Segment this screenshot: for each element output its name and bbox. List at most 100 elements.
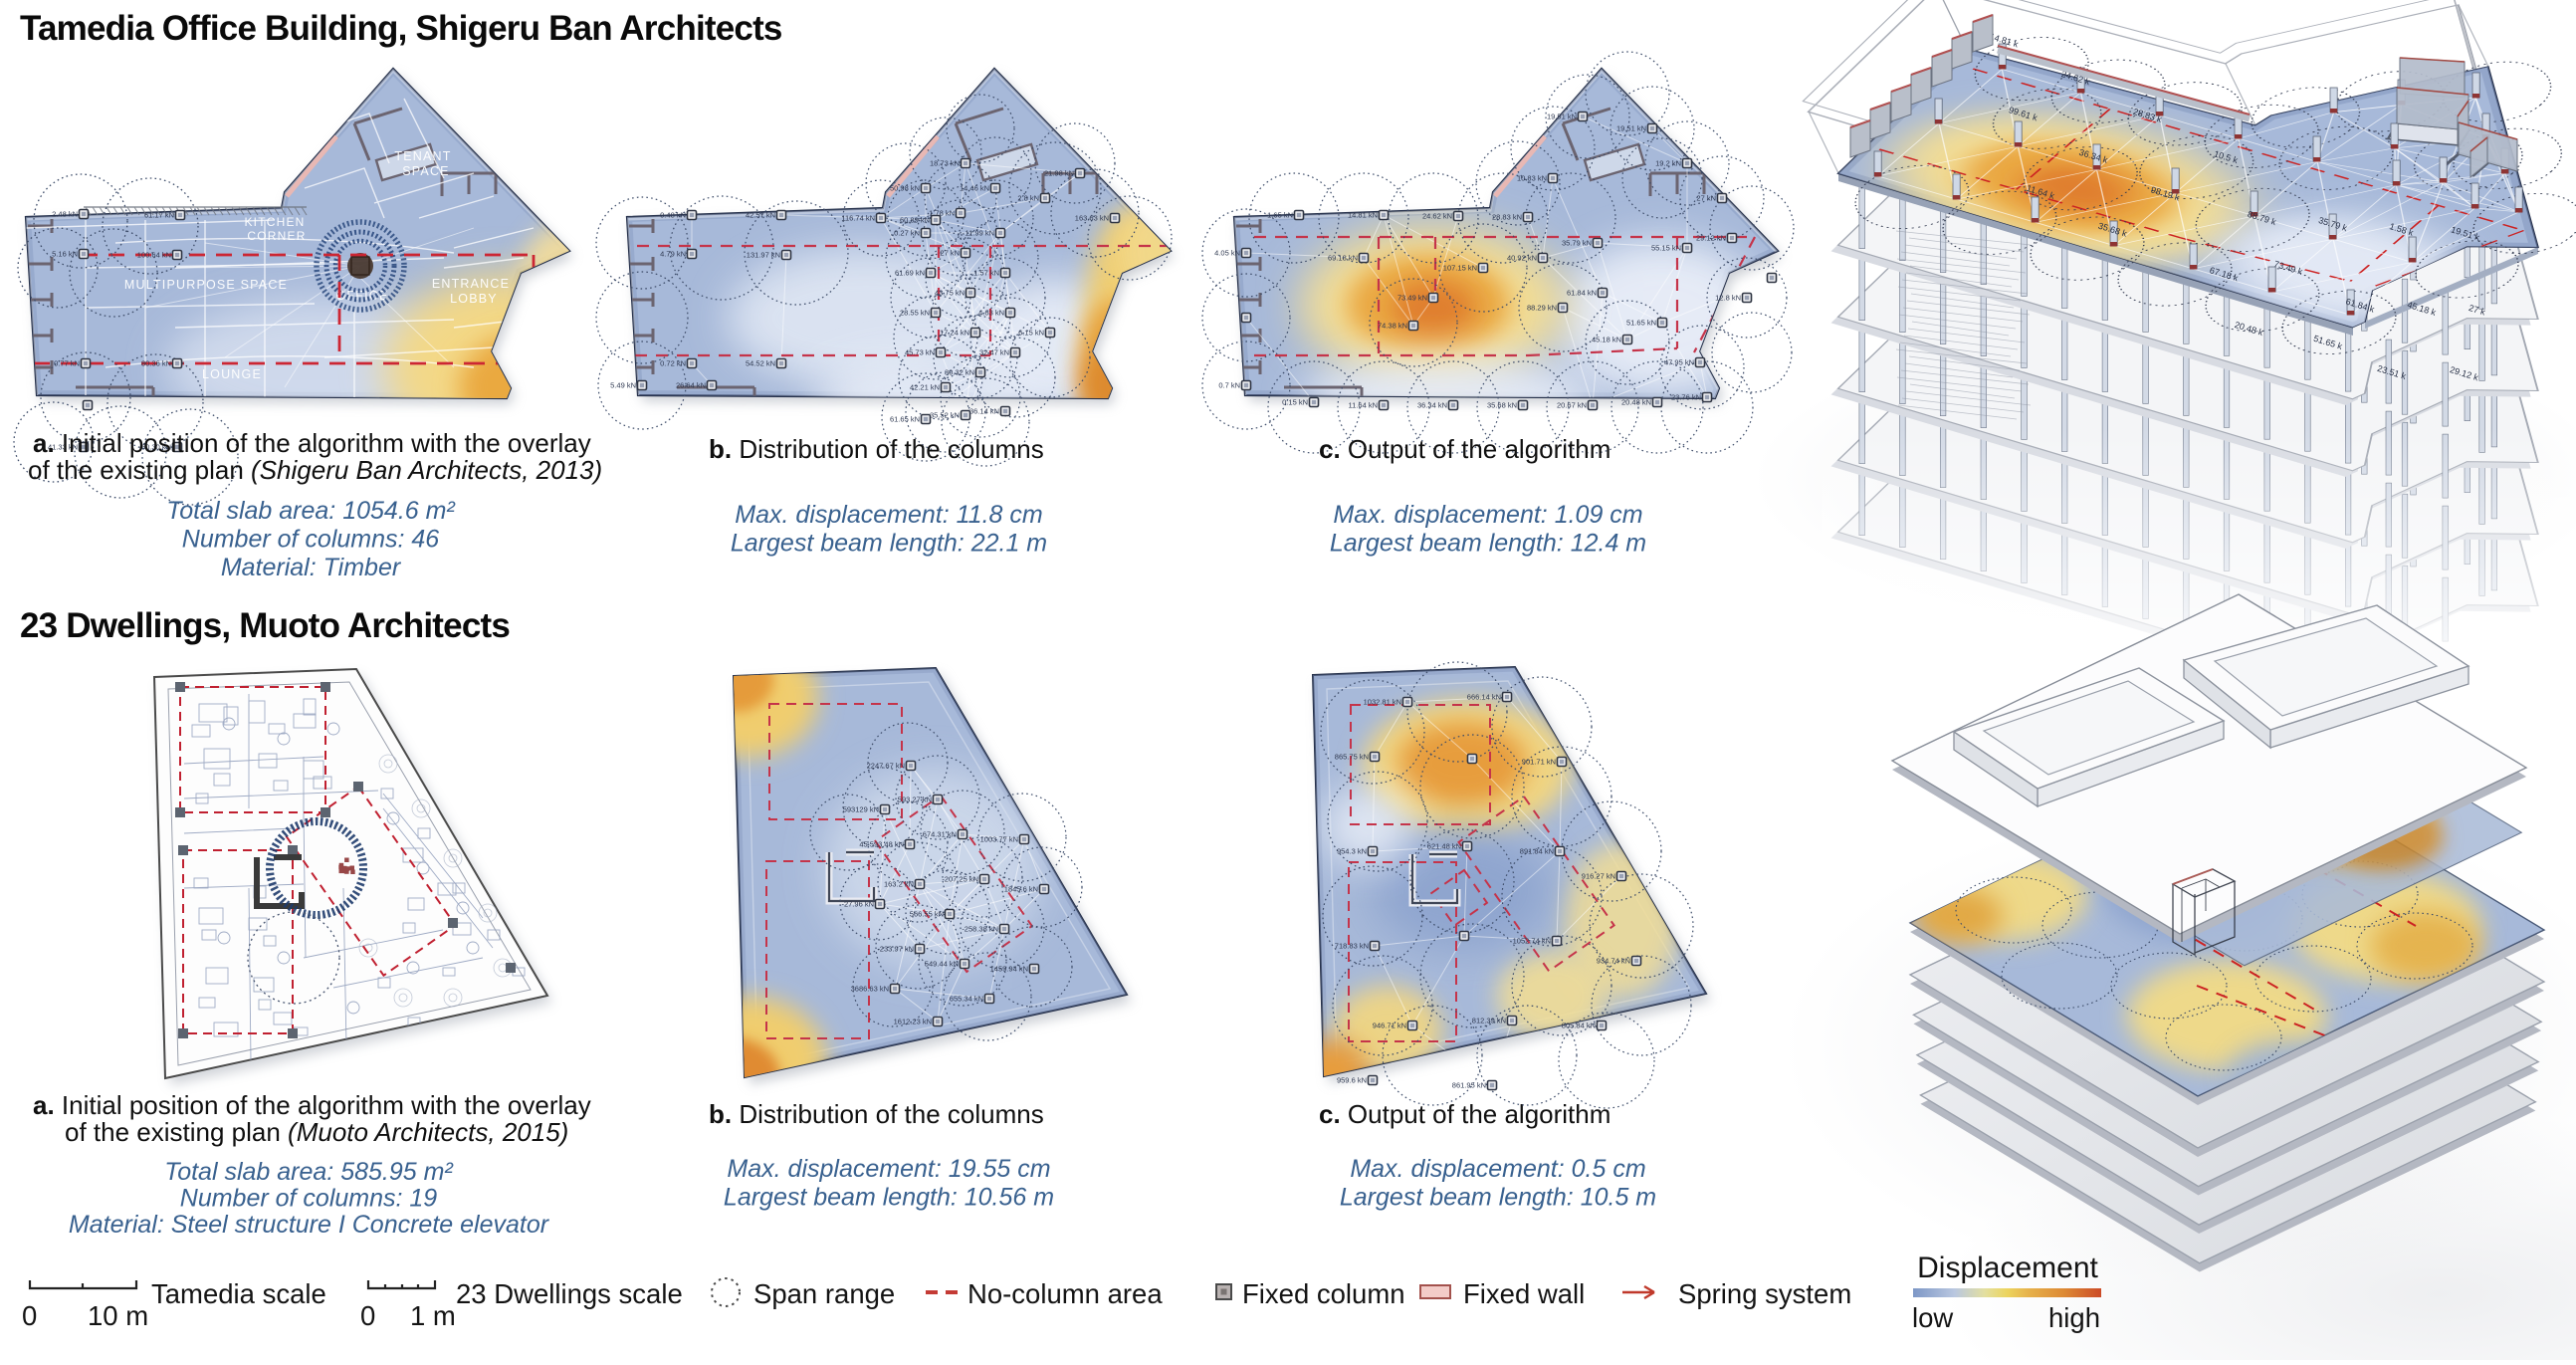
svg-text:35.68 kN: 35.68 kN — [1487, 401, 1517, 410]
svg-text:593.27 kN: 593.27 kN — [898, 796, 932, 804]
svg-text:Span range: Span range — [753, 1278, 895, 1309]
svg-text:20.48 kN: 20.48 kN — [1621, 398, 1651, 407]
svg-text:LOUNGE: LOUNGE — [202, 367, 262, 381]
svg-text:11.64 kN: 11.64 kN — [1349, 401, 1378, 410]
svg-text:1032.81 kN: 1032.81 kN — [1364, 698, 1401, 707]
svg-text:18.73 kN: 18.73 kN — [930, 159, 960, 168]
svg-text:MULTIPURPOSE SPACE: MULTIPURPOSE SPACE — [124, 278, 288, 292]
svg-text:36.34 kN: 36.34 kN — [1417, 401, 1447, 410]
svg-text:5.49 kN: 5.49 kN — [610, 381, 636, 390]
svg-text:19.2 kN: 19.2 kN — [1655, 159, 1681, 168]
svg-text:CORNER: CORNER — [247, 229, 306, 243]
svg-text:2247.67 kN: 2247.67 kN — [867, 762, 905, 771]
svg-text:131.97 kN: 131.97 kN — [747, 251, 780, 260]
svg-text:Tamedia scale: Tamedia scale — [151, 1278, 326, 1309]
svg-text:2.8 kN: 2.8 kN — [1017, 194, 1039, 203]
svg-text:14.46 kN: 14.46 kN — [960, 184, 989, 193]
svg-text:Displacement: Displacement — [1917, 1251, 2098, 1284]
svg-text:Largest beam length: 22.1 m: Largest beam length: 22.1 m — [731, 530, 1047, 558]
svg-text:27 k: 27 k — [2468, 303, 2487, 318]
svg-text:54.52 kN: 54.52 kN — [746, 359, 775, 368]
svg-text:4.79 kN: 4.79 kN — [660, 250, 686, 259]
svg-text:Total slab area: 1054.6 m²: Total slab area: 1054.6 m² — [166, 497, 456, 525]
svg-text:23 Dwellings, Muoto Architects: 23 Dwellings, Muoto Architects — [20, 606, 510, 645]
svg-text:61.17 kN: 61.17 kN — [144, 211, 174, 220]
svg-text:43.75 kN: 43.75 kN — [935, 289, 965, 298]
svg-text:b. Distribution of the columns: b. Distribution of the columns — [709, 1099, 1044, 1129]
svg-text:36.14 kN: 36.14 kN — [969, 407, 999, 416]
svg-text:718.83 kN: 718.83 kN — [1335, 942, 1369, 951]
svg-text:23 Dwellings scale: 23 Dwellings scale — [456, 1278, 683, 1309]
svg-text:45.73 kN: 45.73 kN — [905, 348, 935, 357]
svg-text:Max. displacement: 19.55 cm: Max. displacement: 19.55 cm — [727, 1155, 1050, 1183]
svg-text:Fixed column: Fixed column — [1242, 1278, 1405, 1309]
svg-text:73.49 kN: 73.49 kN — [1397, 294, 1427, 303]
svg-text:1.65 kN: 1.65 kN — [1267, 211, 1293, 220]
svg-text:51.65 kN: 51.65 kN — [1626, 319, 1656, 328]
svg-text:45.593.48 kN: 45.593.48 kN — [859, 840, 904, 849]
svg-text:19.51 kN: 19.51 kN — [1547, 113, 1577, 121]
svg-text:1003.77 kN: 1003.77 kN — [980, 835, 1018, 844]
svg-text:SPACE: SPACE — [402, 164, 449, 178]
svg-text:916.27 kN: 916.27 kN — [1582, 872, 1615, 881]
svg-text:Material: Timber: Material: Timber — [221, 554, 402, 581]
svg-text:14.81 kN: 14.81 kN — [1348, 211, 1378, 220]
svg-text:0.77 kN: 0.77 kN — [54, 359, 80, 368]
svg-text:35.52 kN: 35.52 kN — [930, 411, 960, 420]
svg-text:-233.97 kN: -233.97 kN — [877, 945, 914, 954]
svg-text:4.63 kN: 4.63 kN — [978, 309, 1004, 318]
svg-text:42.57 kN: 42.57 kN — [746, 211, 775, 220]
svg-text:61.69 kN: 61.69 kN — [895, 269, 925, 278]
svg-text:10 m: 10 m — [88, 1300, 148, 1331]
svg-text:Spring system: Spring system — [1678, 1278, 1851, 1309]
svg-text:24.62 kN: 24.62 kN — [1422, 212, 1452, 221]
svg-text:28.83 kN: 28.83 kN — [1492, 213, 1522, 222]
svg-text:-207.25 kN: -207.25 kN — [942, 875, 978, 884]
svg-text:5.16 kN: 5.16 kN — [52, 250, 78, 259]
svg-text:61.84 kN: 61.84 kN — [1567, 289, 1597, 298]
svg-text:1052.74 kN: 1052.74 kN — [1513, 937, 1551, 946]
svg-text:80.36 kN: 80.36 kN — [141, 359, 171, 368]
svg-text:549.44 kN: 549.44 kN — [925, 960, 959, 969]
svg-text:c. Output of the algorithm: c. Output of the algorithm — [1319, 1099, 1610, 1129]
svg-text:Max. displacement: 0.5 cm: Max. displacement: 0.5 cm — [1350, 1155, 1645, 1183]
svg-text:69.18 kN: 69.18 kN — [1328, 254, 1358, 263]
svg-text:30.32 kN: 30.32 kN — [945, 368, 974, 377]
svg-text:621.48 kN: 621.48 kN — [1427, 842, 1461, 851]
svg-text:3686.63 kN: 3686.63 kN — [851, 985, 889, 994]
svg-text:0.7 kN: 0.7 kN — [1218, 381, 1240, 390]
svg-text:593129 kN: 593129 kN — [843, 805, 879, 814]
svg-text:666.14 kN: 666.14 kN — [1467, 693, 1501, 702]
svg-text:KITCHEN: KITCHEN — [244, 215, 305, 229]
svg-text:805.84 kN: 805.84 kN — [1562, 1022, 1596, 1030]
svg-text:40.92 kN: 40.92 kN — [1507, 254, 1537, 263]
svg-text:959.6 kN: 959.6 kN — [1337, 1076, 1367, 1085]
svg-text:0: 0 — [22, 1300, 37, 1331]
svg-text:of the existing plan (Muoto Ar: of the existing plan (Muoto Architects, … — [65, 1117, 568, 1147]
svg-text:26.64 kN: 26.64 kN — [676, 381, 706, 390]
svg-text:-258.38 kN: -258.38 kN — [962, 925, 998, 934]
svg-text:TENANT: TENANT — [394, 149, 451, 163]
svg-text:Number of columns: 19: Number of columns: 19 — [180, 1185, 438, 1213]
svg-text:No-column area: No-column area — [967, 1278, 1163, 1309]
svg-text:60.30 kN: 60.30 kN — [141, 443, 171, 452]
svg-text:Largest beam length: 12.4 m: Largest beam length: 12.4 m — [1330, 530, 1646, 558]
svg-text:1459.94 kN: 1459.94 kN — [990, 965, 1028, 974]
svg-text:0.15 kN: 0.15 kN — [1282, 398, 1308, 407]
svg-text:1.78 kN: 1.78 kN — [929, 209, 955, 218]
svg-text:60.89 kN: 60.89 kN — [900, 216, 930, 225]
svg-text:163.63 kN: 163.63 kN — [1075, 214, 1109, 223]
svg-text:17.24 kN: 17.24 kN — [940, 329, 969, 338]
svg-text:812.39 kN: 812.39 kN — [1472, 1017, 1506, 1025]
svg-text:Largest beam length: 10.56 m: Largest beam length: 10.56 m — [724, 1184, 1054, 1212]
svg-text:high: high — [2048, 1302, 2100, 1333]
svg-text:a. Initial position of the alg: a. Initial position of the algorithm wit… — [33, 428, 591, 458]
svg-text:Tamedia Office Building, Shige: Tamedia Office Building, Shigeru Ban Arc… — [20, 9, 782, 48]
svg-text:Fixed wall: Fixed wall — [1463, 1278, 1585, 1309]
svg-text:674.31 kN: 674.31 kN — [923, 830, 957, 839]
svg-text:28.55 kN: 28.55 kN — [900, 309, 930, 318]
svg-text:946.71 kN: 946.71 kN — [1373, 1022, 1406, 1030]
svg-text:41.33 kN: 41.33 kN — [48, 443, 78, 452]
svg-text:891.84 kN: 891.84 kN — [1520, 847, 1554, 856]
svg-text:Total slab area: 585.95 m²: Total slab area: 585.95 m² — [164, 1158, 454, 1186]
